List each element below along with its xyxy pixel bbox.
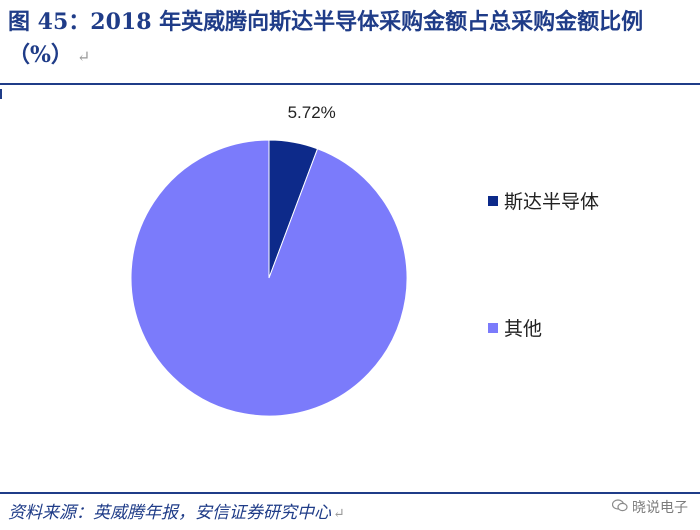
- source-text: 资料来源：英威腾年报，安信证券研究中心: [8, 503, 331, 523]
- legend-swatch-2: [488, 323, 498, 333]
- footer-rule: [0, 492, 700, 494]
- margin-tick: [0, 89, 2, 99]
- watermark: 晓说电子: [611, 497, 688, 517]
- source-note: 资料来源：英威腾年报，安信证券研究中心 ↵: [8, 498, 345, 523]
- legend-item-1: 斯达半导体: [488, 187, 599, 214]
- pie-slices: [130, 139, 408, 417]
- legend-swatch-1: [488, 196, 498, 206]
- legend-label-2: 其他: [504, 318, 543, 340]
- legend-label-1: 斯达半导体: [504, 191, 600, 213]
- wechat-icon: [611, 499, 628, 516]
- return-glyph-icon: ↵: [76, 47, 91, 66]
- figure-title-text: 图 45：2018 年英威腾向斯达半导体采购金额占总采购金额比例（%）: [8, 9, 644, 68]
- legend-item-2: 其他: [488, 314, 542, 341]
- pie-slice-2: [130, 139, 408, 417]
- return-glyph-icon: ↵: [333, 506, 345, 522]
- title-rule: [0, 83, 700, 85]
- figure-title: 图 45：2018 年英威腾向斯达半导体采购金额占总采购金额比例（%） ↵: [8, 6, 692, 73]
- data-label-1: 5.72%: [287, 102, 336, 122]
- watermark-text: 晓说电子: [632, 500, 688, 516]
- pie-chart: [130, 139, 408, 417]
